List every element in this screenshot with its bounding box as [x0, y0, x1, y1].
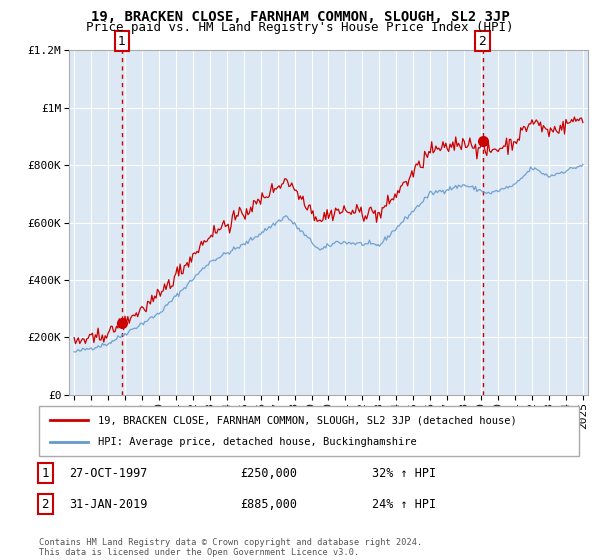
Text: 2: 2: [41, 497, 49, 511]
FancyBboxPatch shape: [39, 406, 579, 456]
Text: £885,000: £885,000: [240, 497, 297, 511]
Text: Price paid vs. HM Land Registry's House Price Index (HPI): Price paid vs. HM Land Registry's House …: [86, 21, 514, 34]
Text: 32% ↑ HPI: 32% ↑ HPI: [372, 466, 436, 480]
Text: HPI: Average price, detached house, Buckinghamshire: HPI: Average price, detached house, Buck…: [98, 437, 417, 447]
Text: £250,000: £250,000: [240, 466, 297, 480]
Text: 2: 2: [479, 35, 487, 48]
Text: 1: 1: [118, 35, 126, 48]
Text: 24% ↑ HPI: 24% ↑ HPI: [372, 497, 436, 511]
Text: 27-OCT-1997: 27-OCT-1997: [69, 466, 148, 480]
Text: 31-JAN-2019: 31-JAN-2019: [69, 497, 148, 511]
Text: Contains HM Land Registry data © Crown copyright and database right 2024.
This d: Contains HM Land Registry data © Crown c…: [39, 538, 422, 557]
Text: 19, BRACKEN CLOSE, FARNHAM COMMON, SLOUGH, SL2 3JP: 19, BRACKEN CLOSE, FARNHAM COMMON, SLOUG…: [91, 10, 509, 24]
Text: 19, BRACKEN CLOSE, FARNHAM COMMON, SLOUGH, SL2 3JP (detached house): 19, BRACKEN CLOSE, FARNHAM COMMON, SLOUG…: [98, 415, 517, 425]
Text: 1: 1: [41, 466, 49, 480]
